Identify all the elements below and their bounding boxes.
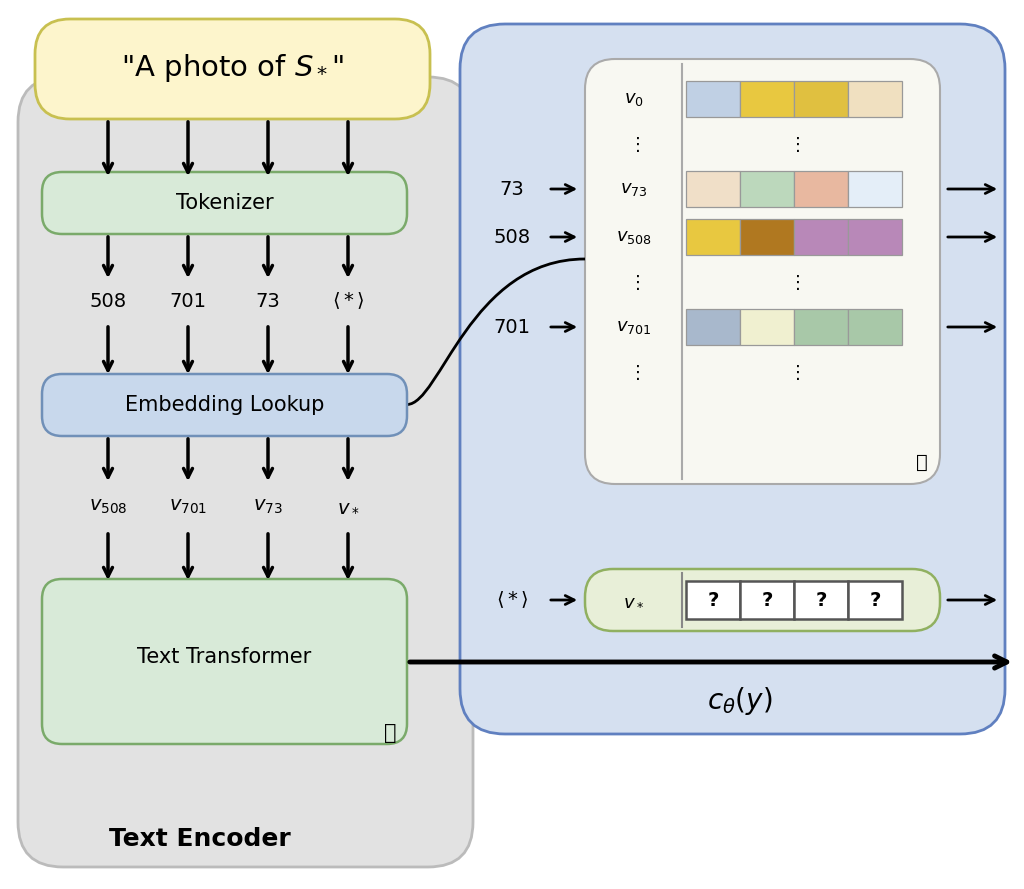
Text: Tokenizer: Tokenizer (176, 193, 273, 212)
Text: 701: 701 (494, 317, 530, 337)
Text: $\vdots$: $\vdots$ (628, 363, 639, 381)
FancyBboxPatch shape (740, 309, 794, 345)
Text: $v_{701}$: $v_{701}$ (615, 318, 651, 336)
Text: Text Transformer: Text Transformer (137, 647, 311, 667)
FancyBboxPatch shape (794, 581, 848, 619)
Text: 508: 508 (494, 228, 530, 246)
Text: $v_*$: $v_*$ (623, 591, 644, 609)
Text: ?: ? (708, 590, 719, 610)
FancyBboxPatch shape (42, 172, 407, 234)
FancyBboxPatch shape (740, 219, 794, 255)
Text: $\langle *\rangle$: $\langle *\rangle$ (332, 291, 365, 311)
FancyBboxPatch shape (848, 309, 902, 345)
Text: $\vdots$: $\vdots$ (788, 363, 800, 381)
Text: 73: 73 (500, 180, 524, 198)
Text: Embedding Lookup: Embedding Lookup (125, 395, 325, 414)
Text: $c_{\theta}(y)$: $c_{\theta}(y)$ (708, 685, 773, 717)
Text: $v_0$: $v_0$ (624, 90, 643, 108)
FancyBboxPatch shape (585, 569, 940, 631)
FancyBboxPatch shape (460, 24, 1005, 734)
Text: ?: ? (869, 590, 881, 610)
Text: 701: 701 (170, 292, 207, 310)
Text: $\vdots$: $\vdots$ (788, 273, 800, 292)
Text: $\vdots$: $\vdots$ (628, 273, 639, 292)
Text: 73: 73 (256, 292, 281, 310)
Text: Text Encoder: Text Encoder (110, 827, 291, 851)
FancyBboxPatch shape (35, 19, 430, 119)
Text: ?: ? (815, 590, 826, 610)
FancyBboxPatch shape (740, 81, 794, 117)
Text: $\vdots$: $\vdots$ (788, 134, 800, 154)
Text: $v_{73}$: $v_{73}$ (620, 180, 647, 198)
Text: $\vdots$: $\vdots$ (628, 134, 639, 154)
FancyBboxPatch shape (794, 171, 848, 207)
FancyBboxPatch shape (686, 171, 740, 207)
FancyBboxPatch shape (794, 81, 848, 117)
FancyBboxPatch shape (794, 309, 848, 345)
FancyBboxPatch shape (848, 219, 902, 255)
FancyBboxPatch shape (686, 309, 740, 345)
FancyBboxPatch shape (42, 579, 407, 744)
FancyBboxPatch shape (794, 219, 848, 255)
FancyBboxPatch shape (686, 581, 740, 619)
Text: $v_{701}$: $v_{701}$ (169, 496, 207, 516)
Text: $\langle *\rangle$: $\langle *\rangle$ (496, 589, 528, 611)
FancyBboxPatch shape (686, 81, 740, 117)
FancyBboxPatch shape (686, 219, 740, 255)
FancyBboxPatch shape (848, 171, 902, 207)
Text: 🔒: 🔒 (384, 723, 396, 743)
Text: ?: ? (761, 590, 773, 610)
Text: $v_{73}$: $v_{73}$ (253, 496, 283, 516)
Text: $v_{508}$: $v_{508}$ (615, 228, 651, 246)
FancyBboxPatch shape (740, 171, 794, 207)
Text: 508: 508 (89, 292, 127, 310)
Text: 🔒: 🔒 (916, 453, 928, 471)
FancyBboxPatch shape (848, 81, 902, 117)
Text: "A photo of $\mathit{S}_*$": "A photo of $\mathit{S}_*$" (122, 52, 344, 84)
FancyBboxPatch shape (740, 581, 794, 619)
FancyBboxPatch shape (848, 581, 902, 619)
FancyBboxPatch shape (585, 59, 940, 484)
Text: $v_*$: $v_*$ (337, 496, 359, 516)
FancyBboxPatch shape (18, 77, 473, 867)
Text: $v_{508}$: $v_{508}$ (89, 496, 127, 516)
FancyBboxPatch shape (42, 374, 407, 436)
